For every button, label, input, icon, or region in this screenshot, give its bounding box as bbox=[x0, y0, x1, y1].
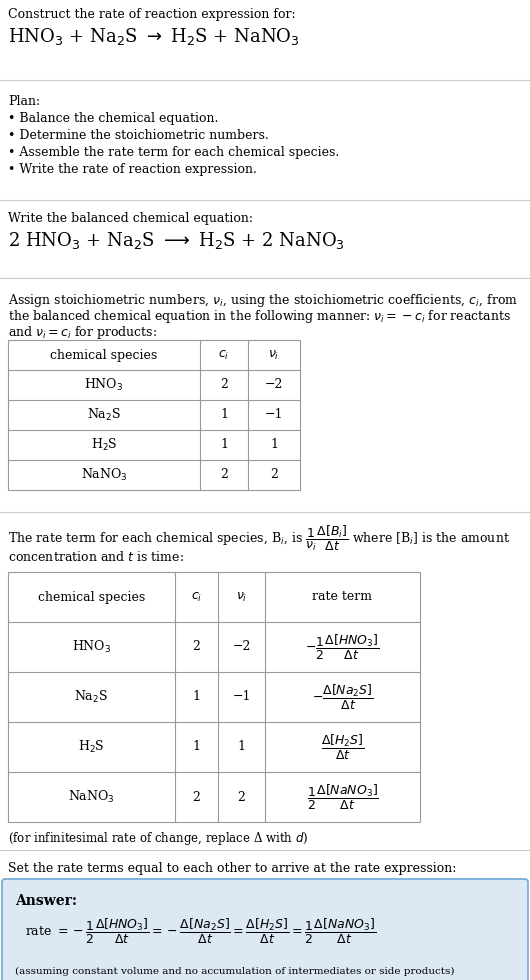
Text: 2 HNO$_3$ + Na$_2$S $\longrightarrow$ H$_2$S + 2 NaNO$_3$: 2 HNO$_3$ + Na$_2$S $\longrightarrow$ H$… bbox=[8, 230, 345, 251]
Text: and $\nu_i = c_i$ for products:: and $\nu_i = c_i$ for products: bbox=[8, 324, 157, 341]
Text: 2: 2 bbox=[220, 378, 228, 391]
Text: Na$_2$S: Na$_2$S bbox=[75, 689, 109, 705]
Text: Set the rate terms equal to each other to arrive at the rate expression:: Set the rate terms equal to each other t… bbox=[8, 862, 456, 875]
Text: $-\dfrac{1}{2}\dfrac{\Delta[HNO_3]}{\Delta t}$: $-\dfrac{1}{2}\dfrac{\Delta[HNO_3]}{\Del… bbox=[305, 632, 379, 662]
Text: 1: 1 bbox=[192, 741, 200, 754]
Text: 2: 2 bbox=[192, 641, 200, 654]
Text: (assuming constant volume and no accumulation of intermediates or side products): (assuming constant volume and no accumul… bbox=[15, 967, 455, 976]
Text: Plan:: Plan: bbox=[8, 95, 40, 108]
Text: Answer:: Answer: bbox=[15, 894, 77, 908]
Text: HNO$_3$: HNO$_3$ bbox=[84, 377, 123, 393]
Text: the balanced chemical equation in the following manner: $\nu_i = -c_i$ for react: the balanced chemical equation in the fo… bbox=[8, 308, 511, 325]
Bar bbox=[8, 340, 300, 490]
Text: concentration and $t$ is time:: concentration and $t$ is time: bbox=[8, 550, 184, 564]
Text: $c_i$: $c_i$ bbox=[218, 349, 229, 362]
Text: 1: 1 bbox=[237, 741, 245, 754]
Text: 1: 1 bbox=[270, 438, 278, 452]
Text: $-\dfrac{\Delta[Na_2S]}{\Delta t}$: $-\dfrac{\Delta[Na_2S]}{\Delta t}$ bbox=[312, 682, 373, 711]
FancyBboxPatch shape bbox=[2, 879, 528, 980]
Text: chemical species: chemical species bbox=[38, 591, 145, 604]
Text: Assign stoichiometric numbers, $\nu_i$, using the stoichiometric coefficients, $: Assign stoichiometric numbers, $\nu_i$, … bbox=[8, 292, 518, 309]
Text: Na$_2$S: Na$_2$S bbox=[87, 407, 121, 423]
Text: 2: 2 bbox=[220, 468, 228, 481]
Text: NaNO$_3$: NaNO$_3$ bbox=[81, 466, 127, 483]
Text: rate $= -\dfrac{1}{2}\dfrac{\Delta[HNO_3]}{\Delta t} = -\dfrac{\Delta[Na_2S]}{\D: rate $= -\dfrac{1}{2}\dfrac{\Delta[HNO_3… bbox=[25, 917, 376, 946]
Text: Construct the rate of reaction expression for:: Construct the rate of reaction expressio… bbox=[8, 8, 296, 21]
Text: −2: −2 bbox=[232, 641, 251, 654]
Text: −1: −1 bbox=[232, 691, 251, 704]
Text: • Write the rate of reaction expression.: • Write the rate of reaction expression. bbox=[8, 163, 257, 176]
Text: • Determine the stoichiometric numbers.: • Determine the stoichiometric numbers. bbox=[8, 129, 269, 142]
Text: chemical species: chemical species bbox=[50, 349, 157, 362]
Text: H$_2$S: H$_2$S bbox=[91, 437, 117, 453]
Text: $\dfrac{1}{2}\dfrac{\Delta[NaNO_3]}{\Delta t}$: $\dfrac{1}{2}\dfrac{\Delta[NaNO_3]}{\Del… bbox=[306, 782, 378, 811]
Text: HNO$_3$: HNO$_3$ bbox=[72, 639, 111, 655]
Text: (for infinitesimal rate of change, replace Δ with $d$): (for infinitesimal rate of change, repla… bbox=[8, 830, 308, 847]
Bar bbox=[8, 572, 420, 822]
Text: −1: −1 bbox=[265, 409, 283, 421]
Text: Write the balanced chemical equation:: Write the balanced chemical equation: bbox=[8, 212, 253, 225]
Text: 1: 1 bbox=[192, 691, 200, 704]
Text: $\dfrac{\Delta[H_2S]}{\Delta t}$: $\dfrac{\Delta[H_2S]}{\Delta t}$ bbox=[321, 732, 364, 761]
Text: $\nu_i$: $\nu_i$ bbox=[236, 590, 247, 604]
Text: 2: 2 bbox=[192, 791, 200, 804]
Text: −2: −2 bbox=[265, 378, 283, 391]
Text: NaNO$_3$: NaNO$_3$ bbox=[68, 789, 115, 805]
Text: • Balance the chemical equation.: • Balance the chemical equation. bbox=[8, 112, 218, 125]
Text: 2: 2 bbox=[270, 468, 278, 481]
Text: $\nu_i$: $\nu_i$ bbox=[268, 349, 280, 362]
Text: 1: 1 bbox=[220, 409, 228, 421]
Text: rate term: rate term bbox=[313, 591, 373, 604]
Text: 1: 1 bbox=[220, 438, 228, 452]
Text: $c_i$: $c_i$ bbox=[191, 590, 202, 604]
Text: H$_2$S: H$_2$S bbox=[78, 739, 105, 755]
Text: HNO$_3$ + Na$_2$S $\rightarrow$ H$_2$S + NaNO$_3$: HNO$_3$ + Na$_2$S $\rightarrow$ H$_2$S +… bbox=[8, 26, 300, 47]
Text: 2: 2 bbox=[237, 791, 245, 804]
Text: The rate term for each chemical species, B$_i$, is $\dfrac{1}{\nu_i}\dfrac{\Delt: The rate term for each chemical species,… bbox=[8, 524, 510, 553]
Text: • Assemble the rate term for each chemical species.: • Assemble the rate term for each chemic… bbox=[8, 146, 339, 159]
